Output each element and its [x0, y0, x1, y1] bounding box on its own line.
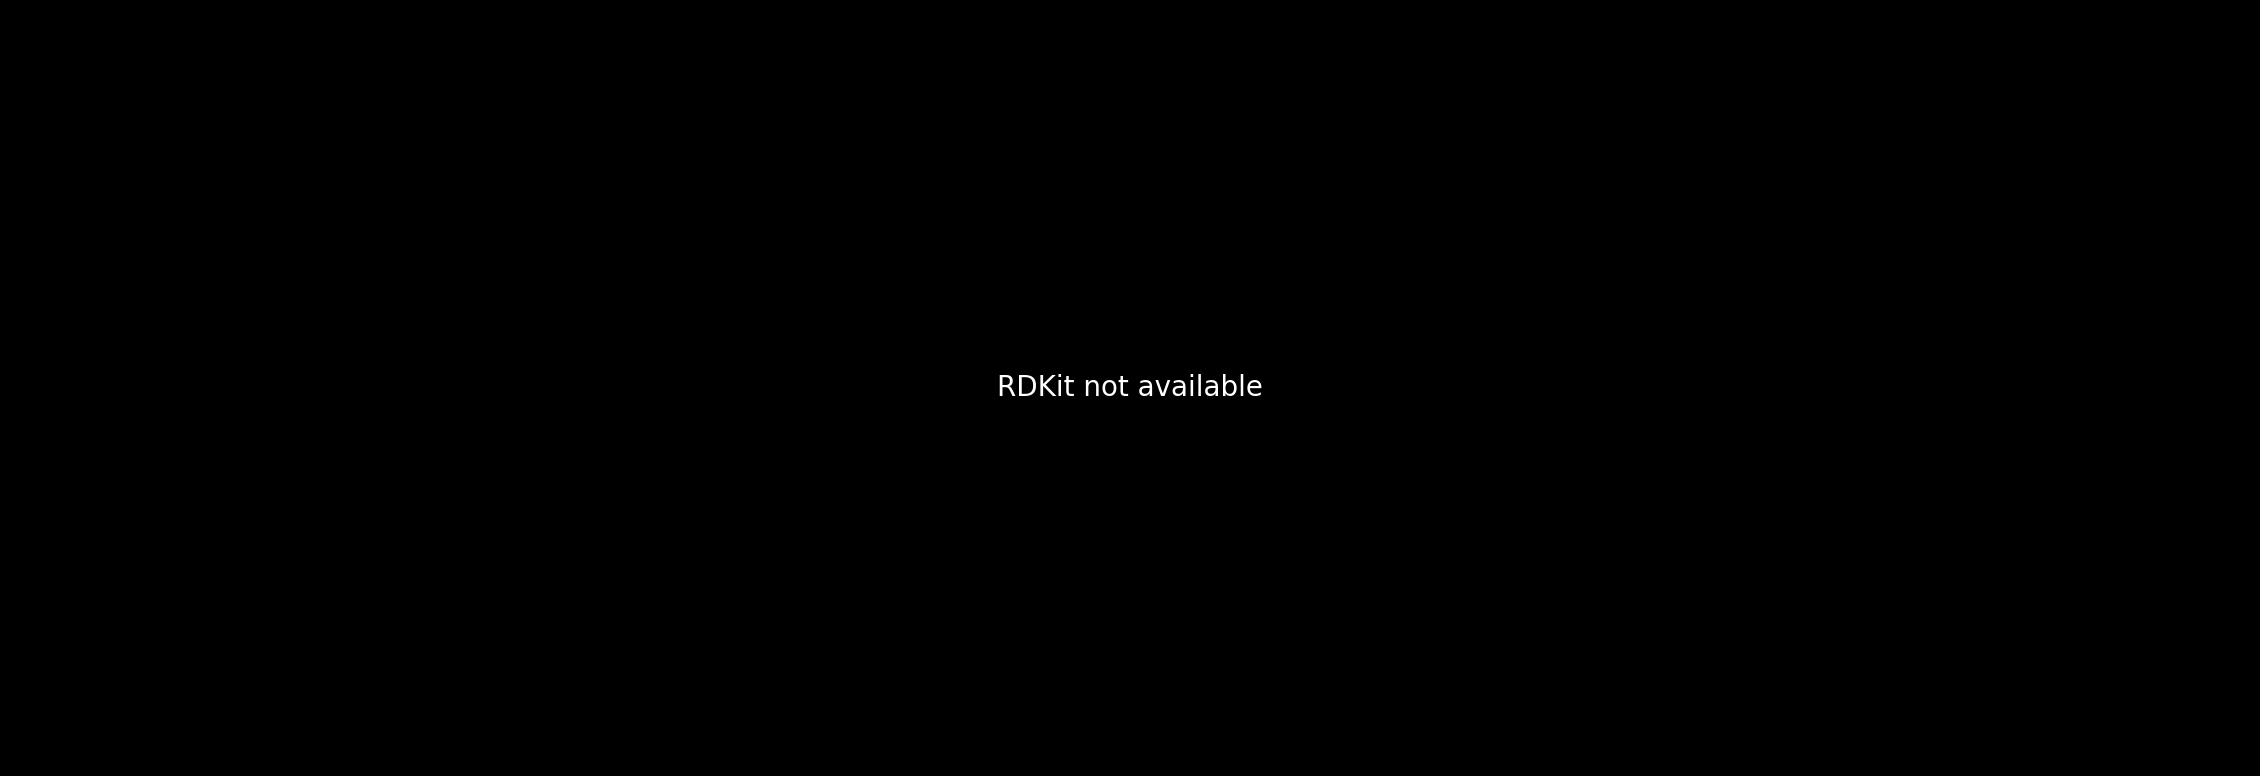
- Text: RDKit not available: RDKit not available: [997, 374, 1263, 402]
